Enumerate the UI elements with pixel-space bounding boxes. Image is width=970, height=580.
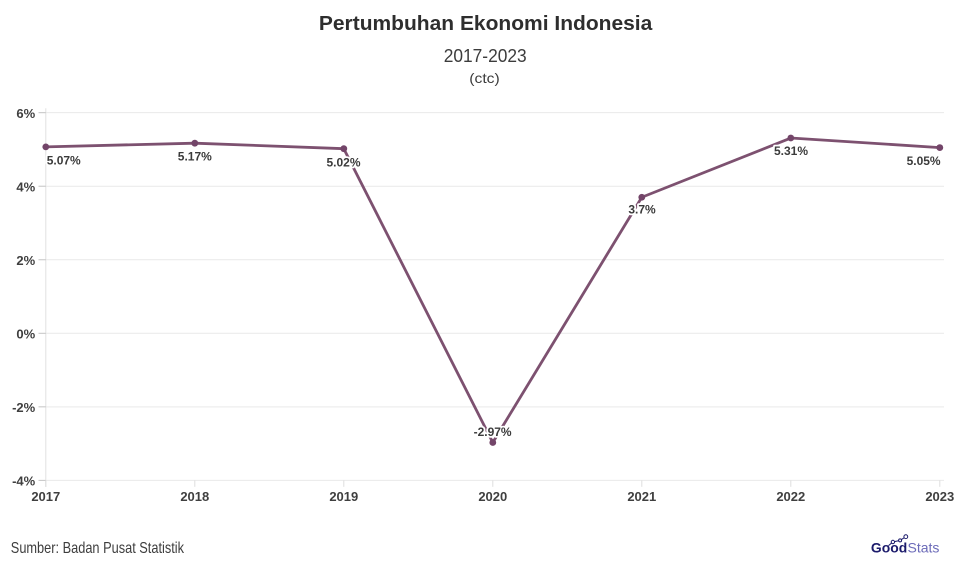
svg-text:0%: 0% — [16, 327, 35, 342]
svg-text:-2.97%: -2.97% — [474, 425, 512, 439]
svg-text:-4%: -4% — [12, 474, 36, 489]
svg-text:5.05%: 5.05% — [907, 154, 941, 168]
svg-text:5.02%: 5.02% — [326, 156, 360, 170]
svg-text:(ctc): (ctc) — [469, 70, 500, 86]
svg-text:5.07%: 5.07% — [47, 154, 81, 168]
svg-text:2022: 2022 — [776, 489, 805, 504]
svg-text:5.31%: 5.31% — [774, 144, 808, 158]
svg-text:2017: 2017 — [31, 489, 60, 504]
svg-text:2020: 2020 — [478, 489, 507, 504]
svg-text:Good: Good — [871, 540, 907, 556]
svg-text:2023: 2023 — [925, 489, 954, 504]
svg-text:3.7%: 3.7% — [628, 202, 656, 216]
svg-text:Pertumbuhan Ekonomi Indonesia: Pertumbuhan Ekonomi Indonesia — [319, 13, 653, 35]
svg-text:2019: 2019 — [329, 489, 358, 504]
svg-text:2017-2023: 2017-2023 — [444, 46, 527, 66]
svg-text:2021: 2021 — [627, 489, 656, 504]
svg-text:-2%: -2% — [12, 400, 36, 415]
svg-text:Sumber: Badan Pusat Statistik: Sumber: Badan Pusat Statistik — [11, 540, 185, 557]
svg-text:4%: 4% — [16, 180, 35, 195]
svg-text:Stats: Stats — [908, 540, 940, 556]
svg-text:6%: 6% — [16, 106, 35, 121]
svg-text:2%: 2% — [16, 253, 35, 268]
svg-text:2018: 2018 — [180, 489, 209, 504]
svg-text:5.17%: 5.17% — [178, 150, 212, 164]
